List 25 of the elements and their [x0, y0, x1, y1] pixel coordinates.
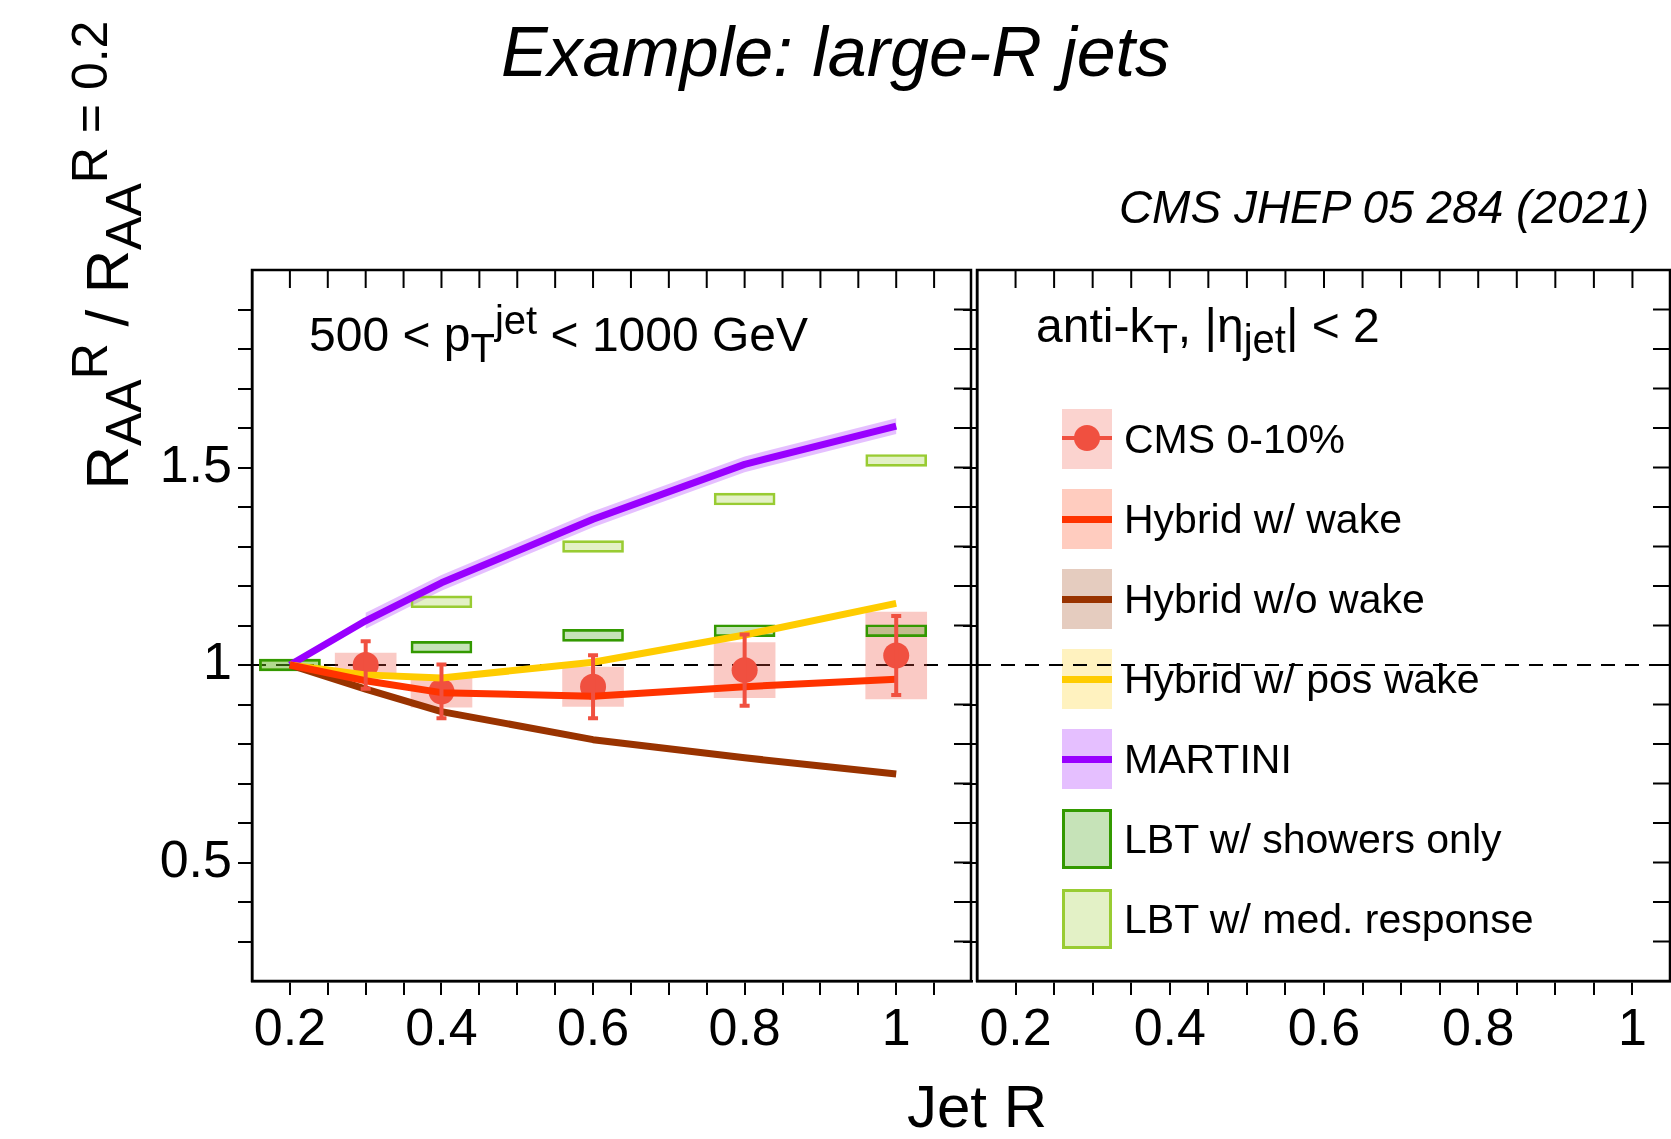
legend-label: Hybrid w/ pos wake [1124, 655, 1480, 703]
legend-label: LBT w/ med. response [1124, 895, 1534, 943]
x-tick-label: 0.4 [1133, 997, 1206, 1056]
chart-title: Example: large-R jets [500, 13, 1171, 91]
x-tick-label: 0.8 [708, 997, 781, 1056]
x-tick-label: 0.2 [253, 997, 327, 1056]
x-axis-title: Jet R [905, 1072, 1048, 1139]
legend-label: MARTINI [1124, 735, 1292, 783]
x-tick-label: 1 [1617, 997, 1647, 1056]
x-tick-label: 0.8 [1442, 997, 1515, 1056]
text: CMS JHEP 05 284 (2021) [1118, 180, 1649, 234]
y-tick-label: 0.5 [159, 829, 232, 888]
x-tick-label: 1 [881, 997, 911, 1056]
annotation: 500 < p$_{T}$$^{jet}$ < 1000 GeV [309, 298, 809, 371]
y-tick-label: 1 [203, 632, 232, 691]
legend-label: Hybrid w/ wake [1124, 495, 1402, 543]
x-tick-label: 0.4 [405, 997, 478, 1056]
x-tick-label: 0.6 [1287, 997, 1361, 1056]
x-tick-label: 0.2 [979, 997, 1052, 1056]
legend-label: Hybrid w/o wake [1124, 575, 1425, 623]
y-tick-label: 1.5 [159, 434, 232, 493]
x-tick-label: 0.6 [556, 997, 630, 1056]
legend-label: CMS 0-10% [1124, 415, 1346, 463]
legend-title: anti-k$_{T}$, |η$_{jet}$| < 2 [1036, 298, 1380, 362]
legend-label: LBT w/ showers only [1124, 815, 1502, 863]
